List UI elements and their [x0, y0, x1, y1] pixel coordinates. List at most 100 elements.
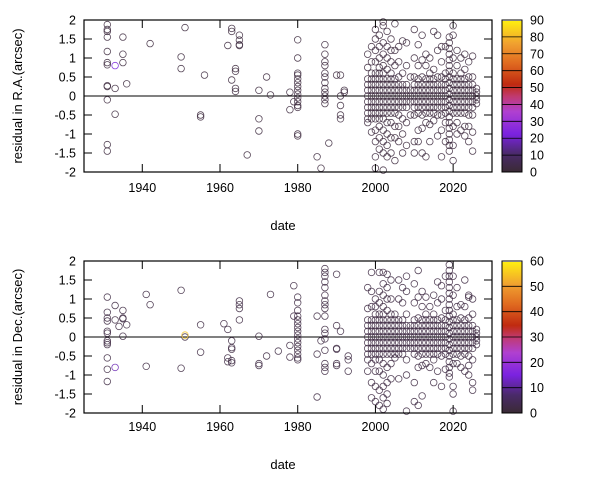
data-point: [391, 327, 399, 335]
data-point: [115, 322, 123, 331]
data-point: [391, 354, 399, 362]
colorbar-tick-label: 40: [530, 98, 544, 112]
data-point: [437, 352, 446, 360]
y-tick-label: 0: [69, 331, 76, 345]
data-point: [445, 318, 453, 326]
data-point: [177, 364, 185, 372]
data-point: [445, 39, 453, 47]
data-point: [461, 276, 469, 284]
data-point: [375, 42, 383, 51]
colorbar-tick-label: 30: [530, 331, 544, 345]
data-point: [410, 86, 418, 94]
data-point: [375, 54, 383, 62]
data-point: [433, 103, 442, 112]
data-point: [395, 92, 403, 100]
data-point: [422, 50, 430, 58]
data-point: [402, 310, 411, 318]
data-point: [453, 339, 461, 347]
data-point: [103, 314, 111, 322]
data-point: [395, 276, 403, 284]
data-point: [468, 356, 477, 364]
colorbar-tick-label: 60: [530, 255, 544, 269]
data-point: [453, 316, 461, 324]
data-point: [441, 272, 450, 280]
data-point: [430, 103, 438, 112]
data-point: [426, 339, 434, 347]
data-point: [395, 321, 403, 330]
data-point: [445, 84, 453, 93]
data-point: [441, 137, 450, 146]
data-point: [414, 86, 422, 94]
data-point: [321, 41, 329, 49]
data-point: [445, 73, 453, 81]
data-point: [395, 350, 403, 358]
data-point: [398, 299, 407, 307]
data-point: [461, 75, 469, 83]
data-point: [387, 118, 395, 127]
data-point: [375, 103, 383, 112]
colorbar-tick-label: 10: [530, 149, 544, 163]
data-point: [321, 88, 329, 96]
data-point: [402, 118, 411, 127]
data-point: [103, 47, 111, 56]
data-point: [379, 310, 387, 318]
data-point: [445, 272, 453, 280]
data-point: [433, 367, 442, 375]
data-point: [103, 308, 111, 316]
data-point: [398, 333, 407, 341]
data-point: [414, 314, 422, 322]
data-point: [255, 115, 263, 123]
data-point: [449, 310, 457, 318]
data-point: [445, 130, 453, 138]
data-point: [449, 97, 457, 106]
data-point: [383, 97, 391, 106]
highlighted-data-point: [181, 331, 189, 339]
data-point: [418, 339, 426, 347]
data-point: [383, 321, 391, 330]
data-point: [468, 344, 477, 353]
data-point: [367, 103, 376, 112]
colorbar-tick-label: 0: [530, 407, 537, 421]
data-point: [321, 325, 329, 334]
data-point: [453, 359, 461, 368]
data-point: [410, 92, 418, 100]
data-point: [379, 316, 387, 324]
data-point: [371, 397, 380, 406]
data-point: [391, 109, 399, 117]
data-point: [383, 378, 391, 387]
data-point: [294, 350, 302, 358]
data-point: [255, 361, 263, 370]
data-point: [336, 71, 345, 79]
data-point: [294, 335, 302, 343]
data-point: [395, 58, 403, 66]
data-point: [119, 58, 127, 67]
data-point: [465, 333, 473, 341]
data-point: [379, 394, 387, 402]
data-point: [122, 80, 131, 88]
data-point: [332, 345, 341, 353]
data-point: [445, 346, 453, 354]
data-point: [367, 109, 376, 117]
data-point: [453, 103, 461, 112]
data-point: [398, 86, 407, 94]
data-point: [325, 139, 333, 147]
data-point: [422, 310, 430, 318]
dec-colorbar: 0 10 20 30 40 50 60: [501, 255, 544, 421]
data-point: [371, 103, 380, 112]
data-point: [468, 147, 477, 155]
data-point: [433, 46, 442, 55]
data-point: [321, 363, 329, 372]
data-point: [340, 86, 348, 94]
ra-panel: residual in R.A.(arcsec) date: [10, 28, 296, 233]
data-point: [294, 346, 302, 354]
data-point: [472, 84, 481, 93]
data-point: [468, 103, 477, 112]
data-point: [457, 69, 465, 77]
data-point: [321, 78, 329, 87]
data-point: [449, 103, 457, 112]
data-point: [379, 18, 387, 26]
data-point: [430, 321, 438, 330]
data-point: [379, 22, 387, 30]
data-point: [418, 327, 426, 335]
data-point: [461, 333, 469, 341]
